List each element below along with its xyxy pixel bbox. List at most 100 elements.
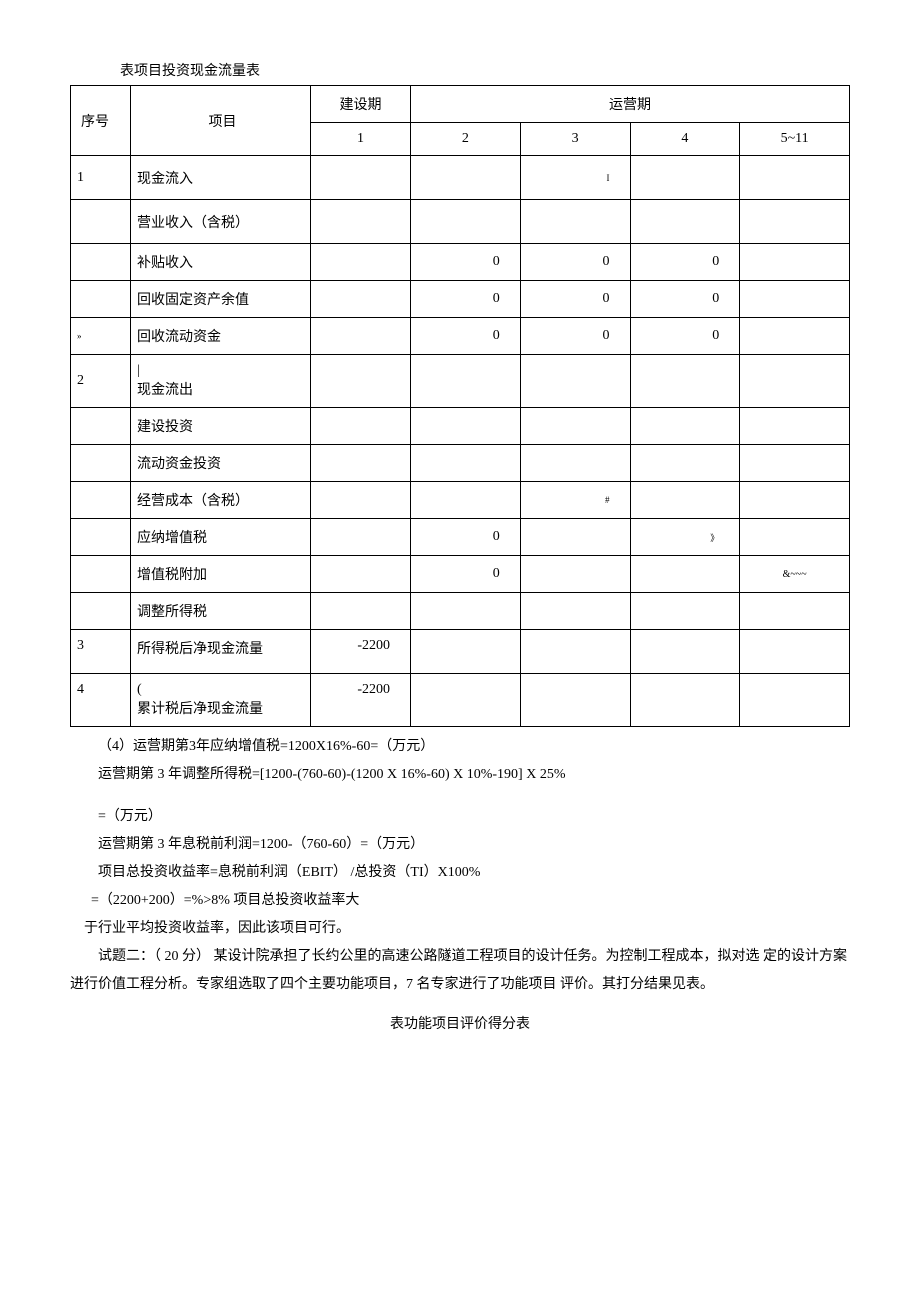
cell-item: 所得税后净现金流量: [131, 630, 311, 674]
cell-item: 营业收入（含税）: [131, 200, 311, 244]
table-row: 4 ( 累计税后净现金流量 -2200: [71, 674, 850, 727]
cell-v1: -2200: [311, 674, 411, 727]
header-operation: 运营期: [411, 86, 850, 123]
cell-item: 增值税附加: [131, 556, 311, 593]
cell-item: 补贴收入: [131, 244, 311, 281]
cell-v3: [520, 445, 630, 482]
table-row: 补贴收入 0 0 0: [71, 244, 850, 281]
cash-flow-table: 序号 项目 建设期 运营期 1 2 3 4 5~11 1 现金流入 I 营业收入…: [70, 85, 850, 727]
header-item: 项目: [131, 86, 311, 156]
cell-v3: [520, 200, 630, 244]
cell-seq: »: [71, 318, 131, 355]
cell-v3: [520, 519, 630, 556]
cell-item: 调整所得税: [131, 593, 311, 630]
cell-v3: 0: [520, 281, 630, 318]
cell-v1: [311, 445, 411, 482]
cell-seq: [71, 556, 131, 593]
table-row: 增值税附加 0 &~~~: [71, 556, 850, 593]
cell-v1: [311, 408, 411, 445]
text-line: 运营期第 3 年调整所得税=[1200-(760-60)-(1200 X 16%…: [70, 761, 850, 789]
cell-item: 经营成本（含税）: [131, 482, 311, 519]
table-row: 2 | 现金流出: [71, 355, 850, 408]
table-row: 流动资金投资: [71, 445, 850, 482]
cell-seq: [71, 445, 131, 482]
cell-v3: 0: [520, 318, 630, 355]
cell-v3: [520, 556, 630, 593]
text-line: 运营期第 3 年息税前利润=1200-（760-60）=（万元）: [70, 831, 850, 859]
table-row: 经营成本（含税） #: [71, 482, 850, 519]
cell-v4: 0: [630, 318, 740, 355]
cell-v1: [311, 281, 411, 318]
cell-v5: &~~~: [740, 556, 850, 593]
header-p4: 4: [630, 123, 740, 156]
cell-seq: [71, 244, 131, 281]
cell-v5: [740, 408, 850, 445]
cell-seq: 2: [71, 355, 131, 408]
cell-v4: [630, 408, 740, 445]
header-p3: 3: [520, 123, 630, 156]
text-line: 项目总投资收益率=息税前利润（EBIT） /总投资（TI）X100%: [70, 859, 850, 887]
body-text: （4）运营期第3年应纳增值税=1200X16%-60=（万元） 运营期第 3 年…: [70, 733, 850, 999]
cell-v1: [311, 556, 411, 593]
cell-v1: [311, 244, 411, 281]
text-line: =（2200+200）=%>8% 项目总投资收益率大: [70, 887, 850, 915]
cell-v1: [311, 482, 411, 519]
cell-seq: [71, 519, 131, 556]
cell-v1: [311, 200, 411, 244]
cell-item: 流动资金投资: [131, 445, 311, 482]
table-row: 调整所得税: [71, 593, 850, 630]
cell-v2: [411, 156, 521, 200]
cell-v2: [411, 355, 521, 408]
cell-v1: [311, 156, 411, 200]
cell-v5: [740, 482, 850, 519]
table2-title: 表功能项目评价得分表: [70, 1013, 850, 1033]
table-row: 1 现金流入 I: [71, 156, 850, 200]
cell-v1: [311, 355, 411, 408]
cell-v5: [740, 519, 850, 556]
cell-seq: [71, 200, 131, 244]
cell-v2: 0: [411, 519, 521, 556]
cell-seq: [71, 281, 131, 318]
cell-v1: [311, 519, 411, 556]
text-line: （4）运营期第3年应纳增值税=1200X16%-60=（万元）: [70, 733, 850, 761]
cell-v5: [740, 156, 850, 200]
cell-v5: [740, 355, 850, 408]
table-row: 回收固定资产余值 0 0 0: [71, 281, 850, 318]
cell-v2: [411, 408, 521, 445]
table-row: » 回收流动资金 0 0 0: [71, 318, 850, 355]
cell-seq: 4: [71, 674, 131, 727]
cell-v5: [740, 630, 850, 674]
cell-v2: 0: [411, 244, 521, 281]
cell-v2: 0: [411, 281, 521, 318]
cell-seq: [71, 593, 131, 630]
cell-v4: [630, 156, 740, 200]
cell-seq: [71, 482, 131, 519]
cell-v2: [411, 630, 521, 674]
text-line: 于行业平均投资收益率，因此该项目可行。: [70, 915, 850, 943]
header-seq: 序号: [71, 86, 131, 156]
cell-v5: [740, 445, 850, 482]
cell-item: 回收固定资产余值: [131, 281, 311, 318]
header-p5: 5~11: [740, 123, 850, 156]
cell-v5: [740, 674, 850, 727]
text-line: 试题二：（ 20 分） 某设计院承担了长约公里的高速公路隧道工程项目的设计任务。…: [70, 943, 850, 999]
cell-v4: 0: [630, 281, 740, 318]
cell-item: | 现金流出: [131, 355, 311, 408]
cell-v3: [520, 674, 630, 727]
cell-v3: [520, 408, 630, 445]
cell-v4: [630, 593, 740, 630]
cell-seq: 3: [71, 630, 131, 674]
cell-v3: [520, 630, 630, 674]
cell-v4: [630, 482, 740, 519]
cell-v3: [520, 355, 630, 408]
cell-v3: [520, 593, 630, 630]
cell-v4: [630, 556, 740, 593]
table-header-row1: 序号 项目 建设期 运营期: [71, 86, 850, 123]
cell-v4: [630, 674, 740, 727]
cell-v1: -2200: [311, 630, 411, 674]
header-p2: 2: [411, 123, 521, 156]
table-row: 应纳增值税 0 》: [71, 519, 850, 556]
cell-item: ( 累计税后净现金流量: [131, 674, 311, 727]
table1-title: 表项目投资现金流量表: [120, 60, 850, 80]
cell-item: 回收流动资金: [131, 318, 311, 355]
